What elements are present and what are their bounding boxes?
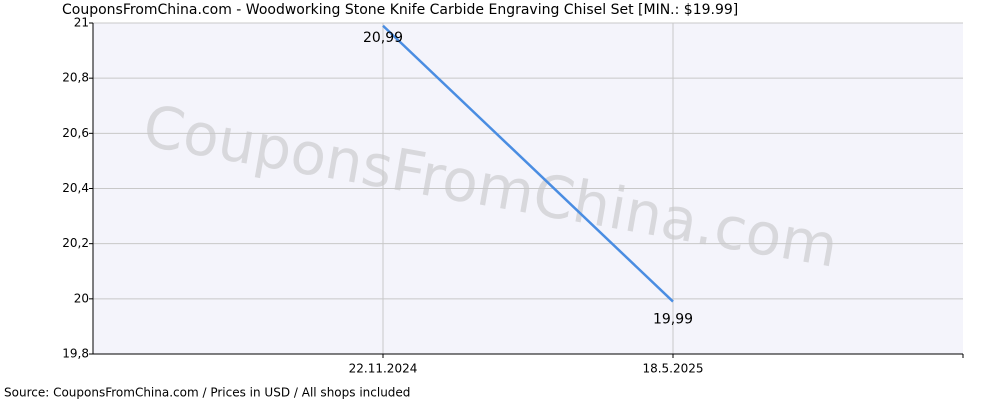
source-note: Source: CouponsFromChina.com / Prices in… bbox=[4, 386, 410, 400]
value-label: 19,99 bbox=[653, 312, 693, 328]
x-tick-label: 18.5.2025 bbox=[642, 362, 703, 376]
y-tick-label: 19,8 bbox=[62, 347, 89, 361]
value-label: 20,99 bbox=[363, 30, 403, 46]
y-tick-label: 20,2 bbox=[62, 236, 89, 250]
price-line bbox=[382, 24, 674, 303]
y-tick-label: 20,6 bbox=[62, 126, 89, 140]
x-tick-label: 22.11.2024 bbox=[349, 362, 418, 376]
y-tick-label: 21 bbox=[74, 16, 89, 30]
y-tick-label: 20,4 bbox=[62, 181, 89, 195]
chart-title: CouponsFromChina.com - Woodworking Stone… bbox=[62, 2, 738, 18]
y-tick-label: 20,8 bbox=[62, 71, 89, 85]
y-tick-label: 20 bbox=[74, 291, 89, 305]
